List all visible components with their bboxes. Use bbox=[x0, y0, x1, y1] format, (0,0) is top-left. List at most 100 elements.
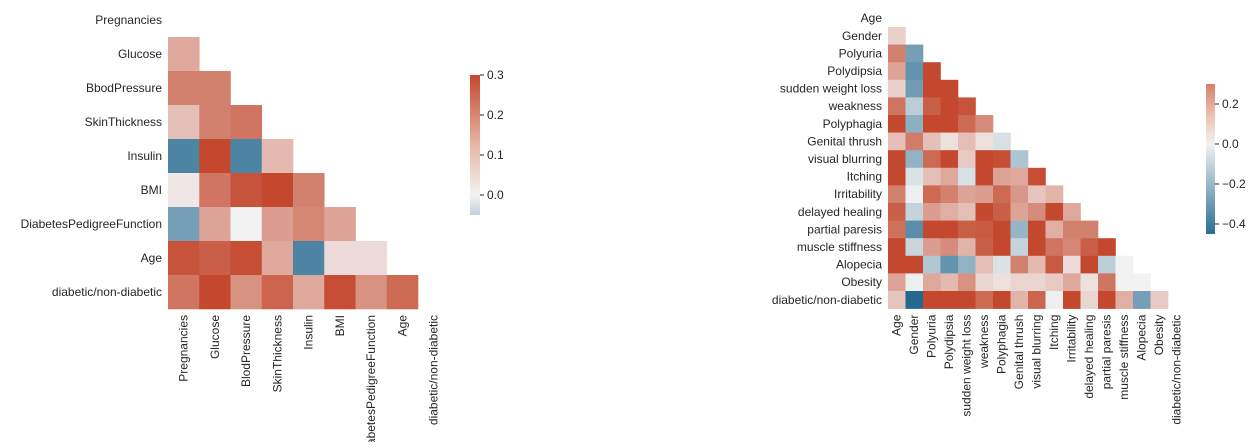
heatmap-cell bbox=[993, 255, 1011, 274]
heatmap-cell bbox=[923, 291, 941, 309]
heatmap-cell bbox=[1063, 203, 1081, 221]
colorbar-tick-label: 0.0 bbox=[1222, 137, 1239, 151]
heatmap-cell bbox=[1098, 291, 1116, 309]
heatmap-cell bbox=[940, 97, 959, 116]
column-label: Pregnancies bbox=[177, 315, 191, 382]
heatmap-cell bbox=[230, 105, 263, 140]
column-label: Itching bbox=[1047, 315, 1061, 350]
heatmap-cell bbox=[199, 241, 231, 276]
heatmap-cell bbox=[923, 150, 941, 169]
heatmap-cell bbox=[1115, 291, 1134, 309]
heatmap-cell bbox=[888, 220, 906, 239]
column-label: diabetic/non-diabetic bbox=[1170, 315, 1184, 425]
row-label: Polyphagia bbox=[823, 117, 883, 131]
column-label: Age bbox=[395, 315, 409, 337]
heatmap-cell bbox=[230, 173, 263, 208]
heatmap-cell bbox=[230, 207, 263, 242]
column-label: Glucose bbox=[208, 315, 222, 359]
heatmap-cell bbox=[905, 44, 924, 63]
heatmap-cell bbox=[1028, 220, 1046, 239]
colorbar-tick-label: −0.2 bbox=[1222, 177, 1246, 191]
heatmap-cell bbox=[905, 291, 924, 309]
row-label: Itching bbox=[847, 170, 882, 184]
heatmap-cell bbox=[888, 255, 906, 274]
heatmap-cell bbox=[355, 241, 388, 276]
heatmap-cell bbox=[261, 275, 294, 310]
heatmap-cell bbox=[888, 238, 906, 257]
column-label: Alopecia bbox=[1135, 314, 1149, 360]
heatmap-cell bbox=[940, 115, 959, 133]
heatmap-cell bbox=[1098, 238, 1116, 257]
column-label: Obesity bbox=[1152, 315, 1166, 356]
heatmap-cell bbox=[168, 139, 200, 174]
colorbar-tick-label: 0.3 bbox=[487, 68, 504, 82]
heatmap-cell bbox=[168, 173, 200, 208]
heatmap-cell bbox=[940, 291, 959, 309]
heatmap-cell bbox=[1098, 255, 1116, 274]
colorbar-tick-label: 0.0 bbox=[487, 188, 504, 202]
column-label: delayed healing bbox=[1082, 315, 1096, 399]
heatmap-cell bbox=[975, 132, 994, 151]
heatmap-cell bbox=[975, 220, 994, 239]
heatmap-cell bbox=[1028, 273, 1046, 292]
heatmap-cell bbox=[905, 238, 924, 257]
heatmap-cell bbox=[293, 207, 325, 242]
heatmap-cell bbox=[975, 150, 994, 169]
heatmap-cell bbox=[168, 275, 200, 310]
heatmap-cell bbox=[993, 203, 1011, 221]
heatmap-cell bbox=[888, 185, 906, 204]
heatmap-cell bbox=[905, 203, 924, 221]
heatmap-cell bbox=[958, 291, 976, 309]
heatmap-cell bbox=[888, 273, 906, 292]
heatmap-cell bbox=[1098, 273, 1116, 292]
heatmap-cell bbox=[923, 167, 941, 186]
heatmap-cell bbox=[1010, 255, 1029, 274]
heatmap-cell bbox=[1045, 273, 1064, 292]
heatmap-cell bbox=[1150, 291, 1169, 309]
heatmap-cell bbox=[940, 220, 959, 239]
heatmap-cell bbox=[888, 291, 906, 309]
heatmap-cell bbox=[975, 185, 994, 204]
heatmap-cell bbox=[940, 150, 959, 169]
heatmap-cell bbox=[1010, 203, 1029, 221]
heatmap-cell bbox=[958, 97, 976, 116]
heatmap-cell bbox=[905, 62, 924, 81]
heatmap-cell bbox=[923, 220, 941, 239]
column-label: SkinThickness bbox=[270, 315, 284, 392]
row-label: Obesity bbox=[841, 275, 882, 289]
heatmap-cell bbox=[993, 220, 1011, 239]
row-label: Age bbox=[141, 251, 163, 265]
heatmap-cell bbox=[1133, 291, 1151, 309]
row-label: Alopecia bbox=[836, 258, 882, 272]
column-label: BlodPressure bbox=[239, 315, 253, 387]
row-label: Irritability bbox=[834, 187, 882, 201]
heatmap-cell bbox=[1080, 273, 1099, 292]
heatmap-cell bbox=[940, 132, 959, 151]
heatmap-cell bbox=[993, 273, 1011, 292]
column-label: DiabetesPedigreeFunction bbox=[364, 315, 378, 442]
row-label: BMI bbox=[141, 183, 162, 197]
heatmap-cell bbox=[1028, 185, 1046, 204]
heatmap-cell bbox=[1063, 238, 1081, 257]
heatmap-cell bbox=[1115, 273, 1134, 292]
heatmap-cell bbox=[293, 275, 325, 310]
heatmap-cell bbox=[293, 173, 325, 208]
heatmap-cell bbox=[261, 173, 294, 208]
heatmap-cell bbox=[199, 207, 231, 242]
heatmap-cell bbox=[1010, 220, 1029, 239]
heatmap-cell bbox=[1045, 238, 1064, 257]
colorbar-tick-label: −0.4 bbox=[1222, 217, 1246, 231]
heatmap-cell bbox=[199, 139, 231, 174]
heatmap-cell bbox=[958, 115, 976, 133]
heatmap-cell bbox=[888, 62, 906, 81]
heatmap-cell bbox=[324, 207, 356, 242]
column-label: diabetic/non-diabetic bbox=[427, 315, 441, 425]
heatmap-cell bbox=[905, 115, 924, 133]
heatmap-cell bbox=[230, 241, 263, 276]
heatmap-cell bbox=[923, 62, 941, 81]
heatmap-cell bbox=[923, 203, 941, 221]
heatmap-cell bbox=[975, 255, 994, 274]
heatmap-cell bbox=[1028, 255, 1046, 274]
